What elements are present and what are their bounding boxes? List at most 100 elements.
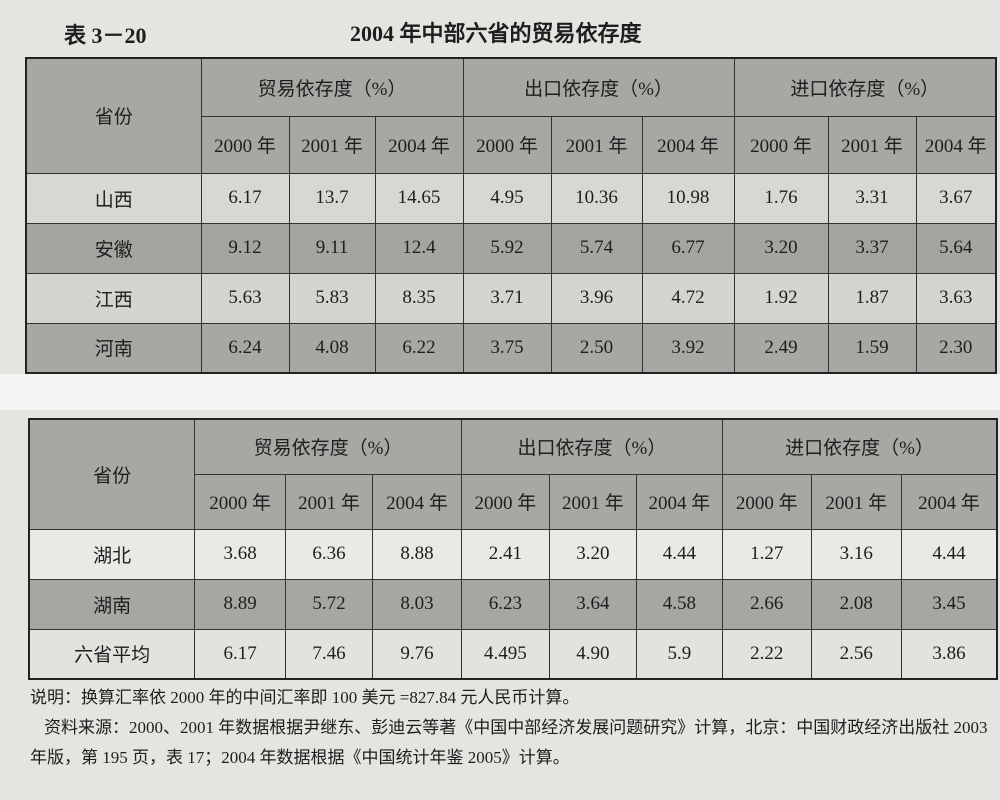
cell: 10.36 bbox=[550, 172, 643, 224]
cell: 8.89 bbox=[194, 578, 286, 630]
cell: 9.11 bbox=[288, 222, 376, 274]
cell: 8.35 bbox=[374, 272, 464, 324]
year-header: 2000 年 bbox=[722, 473, 812, 530]
year-header: 2001 年 bbox=[810, 473, 902, 530]
data-row: 河南 6.24 4.08 6.22 3.75 2.50 3.92 2.49 1.59 2.30 bbox=[25, 322, 997, 374]
year-header: 2001 年 bbox=[549, 473, 637, 530]
cell: 5.74 bbox=[550, 222, 643, 274]
cell: 5.9 bbox=[635, 628, 724, 680]
cell: 3.37 bbox=[827, 222, 917, 274]
cell: 4.72 bbox=[641, 272, 735, 324]
province: 六省平均 bbox=[28, 628, 196, 680]
cell: 6.17 bbox=[194, 628, 286, 680]
cell: 3.67 bbox=[915, 172, 997, 224]
table-title: 2004 年中部六省的贸易依存度 bbox=[350, 21, 642, 46]
cell: 6.17 bbox=[200, 172, 290, 224]
cell: 4.90 bbox=[549, 628, 637, 680]
cell: 2.66 bbox=[722, 578, 812, 630]
cell: 14.65 bbox=[374, 172, 464, 224]
cell: 5.72 bbox=[284, 578, 374, 630]
cell: 9.76 bbox=[372, 628, 462, 680]
data-row: 湖南 8.89 5.72 8.03 6.23 3.64 4.58 2.66 2.08 3.45 bbox=[28, 578, 998, 630]
cell: 3.71 bbox=[462, 272, 552, 324]
year-header: 2000 年 bbox=[200, 115, 290, 174]
data-row: 湖北 3.68 6.36 8.88 2.41 3.20 4.44 1.27 3.16 4.44 bbox=[28, 528, 998, 580]
cell: 2.22 bbox=[722, 628, 812, 680]
cell: 2.08 bbox=[810, 578, 902, 630]
year-header: 2001 年 bbox=[550, 115, 643, 174]
data-row: 山西 6.17 13.7 14.65 4.95 10.36 10.98 1.76 3.31 3.6… bbox=[25, 172, 997, 224]
note: 说明：换算汇率依 2000 年的中间汇率即 100 美元 =827.84 元人民… bbox=[30, 688, 580, 707]
cell: 8.03 bbox=[372, 578, 462, 630]
group-header: 进口依存度（%） bbox=[722, 418, 998, 475]
notes: 说明：换算汇率依 2000 年的中间汇率即 100 美元 =827.84 元人民… bbox=[30, 683, 998, 773]
cell: 1.76 bbox=[733, 172, 829, 224]
cell: 6.23 bbox=[460, 578, 551, 630]
cell: 1.27 bbox=[722, 528, 812, 580]
cell: 9.12 bbox=[200, 222, 290, 274]
cell: 5.63 bbox=[200, 272, 290, 324]
cell: 5.64 bbox=[915, 222, 997, 274]
cell: 3.92 bbox=[641, 322, 735, 374]
header-row: 省份 贸易依存度（%） 出口依存度（%） 进口依存度（%） bbox=[25, 57, 997, 174]
cell: 4.08 bbox=[288, 322, 376, 374]
year-header: 2004 年 bbox=[915, 115, 997, 174]
year-header: 2004 年 bbox=[641, 115, 735, 174]
cell: 3.68 bbox=[194, 528, 286, 580]
cell: 3.45 bbox=[900, 578, 998, 630]
cell: 5.83 bbox=[288, 272, 376, 324]
year-header: 2004 年 bbox=[372, 473, 462, 530]
cell: 4.58 bbox=[635, 578, 724, 630]
cell: 4.495 bbox=[460, 628, 551, 680]
cell: 3.63 bbox=[915, 272, 997, 324]
cell: 2.41 bbox=[460, 528, 551, 580]
cell: 4.44 bbox=[900, 528, 998, 580]
cell: 1.87 bbox=[827, 272, 917, 324]
cell: 13.7 bbox=[288, 172, 376, 224]
group-header: 出口依存度（%） bbox=[462, 57, 735, 117]
group-header: 出口依存度（%） bbox=[460, 418, 724, 475]
cell: 3.20 bbox=[549, 528, 637, 580]
province: 湖南 bbox=[28, 578, 196, 630]
cell: 4.95 bbox=[462, 172, 552, 224]
cell: 3.16 bbox=[810, 528, 902, 580]
group-header: 贸易依存度（%） bbox=[194, 418, 462, 475]
province: 河南 bbox=[25, 322, 202, 374]
cell: 2.30 bbox=[915, 322, 997, 374]
cell: 2.56 bbox=[810, 628, 902, 680]
data-row: 安徽 9.12 9.11 12.4 5.92 5.74 6.77 3.20 3.37 5.64 bbox=[25, 222, 997, 274]
cell: 2.49 bbox=[733, 322, 829, 374]
cell: 5.92 bbox=[462, 222, 552, 274]
year-header: 2000 年 bbox=[733, 115, 829, 174]
year-header: 2001 年 bbox=[827, 115, 917, 174]
header-row: 省份 贸易依存度（%） 出口依存度（%） 进口依存度（%） bbox=[28, 418, 998, 530]
cell: 3.96 bbox=[550, 272, 643, 324]
cell: 3.75 bbox=[462, 322, 552, 374]
table-label: 表 3－20 bbox=[64, 23, 147, 48]
year-header: 2004 年 bbox=[374, 115, 464, 174]
header-row: 2000 年 2001 年 2004 年 2000 年 2001 年 2004 年 2000… bbox=[26, 115, 997, 174]
cell: 6.77 bbox=[641, 222, 735, 274]
table: 省份 贸易依存度（%） 出口依存度（%） 进口依存度（%） 2000 年 2001 年 20… bbox=[25, 57, 998, 374]
cell: 10.98 bbox=[641, 172, 735, 224]
cell: 6.22 bbox=[374, 322, 464, 374]
photo-gap bbox=[0, 374, 1000, 410]
row-header: 省份 bbox=[25, 57, 202, 174]
province: 安徽 bbox=[25, 222, 202, 274]
province: 湖北 bbox=[28, 528, 196, 580]
year-header: 2004 年 bbox=[900, 473, 998, 530]
year-header: 2000 年 bbox=[462, 115, 552, 174]
cell: 7.46 bbox=[284, 628, 374, 680]
cell: 3.64 bbox=[549, 578, 637, 630]
province: 江西 bbox=[25, 272, 202, 324]
cell: 3.86 bbox=[900, 628, 998, 680]
cell: 12.4 bbox=[374, 222, 464, 274]
year-header: 2000 年 bbox=[194, 473, 286, 530]
province: 山西 bbox=[25, 172, 202, 224]
cell: 3.31 bbox=[827, 172, 917, 224]
year-header: 2001 年 bbox=[284, 473, 374, 530]
note: 资料来源：2000、2001 年数据根据尹继东、彭迪云等著《中国中部经济发展问题… bbox=[30, 718, 988, 767]
year-header: 2004 年 bbox=[635, 473, 724, 530]
row-header: 省份 bbox=[28, 418, 196, 530]
